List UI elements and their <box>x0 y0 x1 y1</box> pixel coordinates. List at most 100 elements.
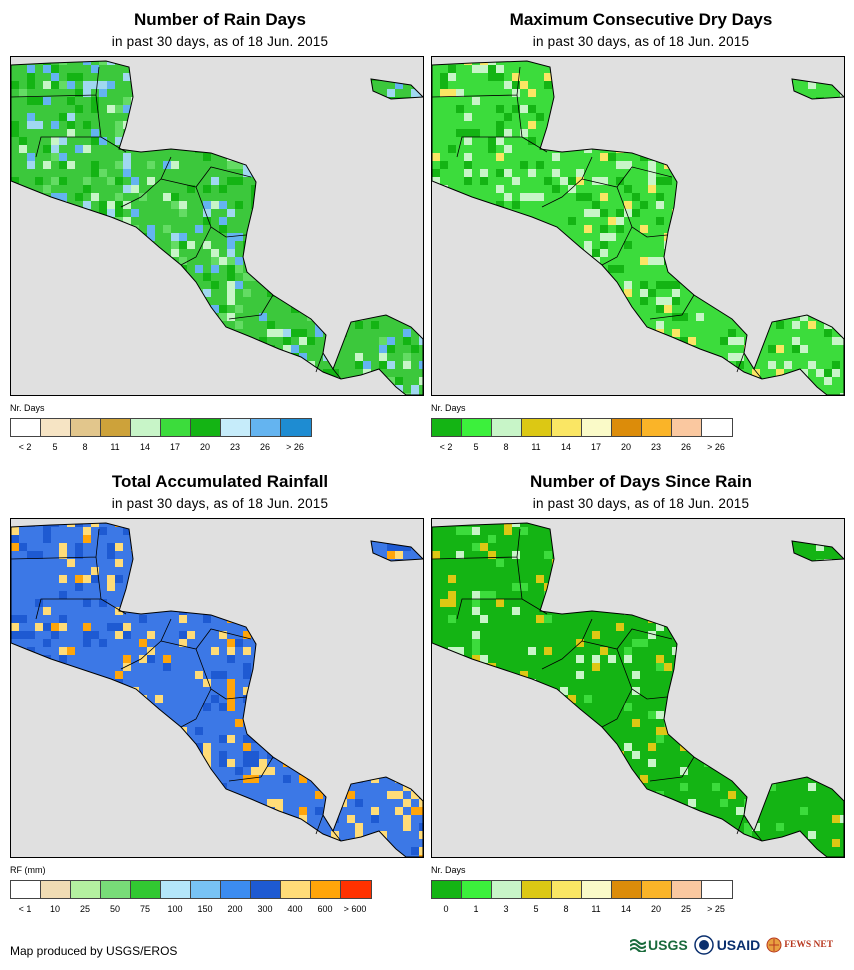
legend-tick-label: < 2 <box>18 442 32 452</box>
legend-swatch <box>251 419 281 436</box>
legend-tick-label: 26 <box>680 442 692 452</box>
legend-tick-label: 14 <box>560 442 572 452</box>
legend-tick-label: 5 <box>473 442 479 452</box>
legend-tick-label: 5 <box>533 904 539 914</box>
agency-logos: USGS USAID FEWS NET <box>630 930 848 960</box>
panel-max-dry-days: Maximum Consecutive Dry Days in past 30 … <box>431 10 851 480</box>
coastline <box>432 522 844 857</box>
legend-swatch <box>672 419 702 436</box>
legend-tick-label: 3 <box>503 904 509 914</box>
country-borders <box>11 528 342 842</box>
country-borders <box>11 66 342 380</box>
legend-swatch <box>41 881 71 898</box>
legend-tick-label: 11 <box>591 904 601 914</box>
legend-swatch <box>221 419 251 436</box>
legend-swatch <box>71 881 101 898</box>
panel-days-since-rain: Number of Days Since Rain in past 30 day… <box>431 472 851 942</box>
legend-tick-label: 400 <box>287 904 303 914</box>
legend-ticks: < 2 5 8 11 14 17 20 23 26 > 26 <box>431 442 771 454</box>
legend-tick-label: 20 <box>650 904 662 914</box>
legend-tick-label: 200 <box>227 904 243 914</box>
color-legend <box>10 880 372 899</box>
legend-swatch <box>492 881 522 898</box>
legend-swatch <box>702 419 732 436</box>
legend-tick-label: 23 <box>650 442 662 452</box>
legend-tick-label: 17 <box>590 442 602 452</box>
legend-swatch <box>612 419 642 436</box>
panel-subtitle: in past 30 days, as of 18 Jun. 2015 <box>111 34 329 49</box>
legend-swatch <box>462 419 492 436</box>
panel-title: Total Accumulated Rainfall <box>111 472 329 491</box>
legend-swatch <box>612 881 642 898</box>
legend-swatch <box>281 881 311 898</box>
legend-swatch <box>522 419 552 436</box>
map-max-dry-days[interactable] <box>431 56 845 396</box>
legend-swatch <box>131 881 161 898</box>
legend-swatch <box>101 881 131 898</box>
map-canvas <box>11 60 423 395</box>
legend-tick-label: 8 <box>503 442 509 452</box>
data-grid <box>11 61 423 395</box>
panel-title: Number of Days Since Rain <box>529 472 752 491</box>
legend-tick-label: 17 <box>169 442 181 452</box>
panel-rain-days: Number of Rain Days in past 30 days, as … <box>10 10 430 480</box>
legend-swatch <box>281 419 311 436</box>
legend-swatch <box>221 881 251 898</box>
legend-tick-label: 600 <box>317 904 333 914</box>
legend-swatch <box>672 881 702 898</box>
legend-unit: Nr. Days <box>431 865 466 875</box>
legend-unit: RF (mm) <box>10 865 46 875</box>
legend-swatch <box>131 419 161 436</box>
usaid-seal-icon <box>693 935 714 955</box>
map-canvas <box>432 522 844 857</box>
legend-swatch <box>522 881 552 898</box>
legend-swatch <box>642 419 672 436</box>
fews-net-globe-icon <box>766 937 782 953</box>
legend-tick-label: 25 <box>79 904 91 914</box>
legend-tick-label: 1 <box>473 904 479 914</box>
panel-subtitle: in past 30 days, as of 18 Jun. 2015 <box>532 34 750 49</box>
panel-title: Number of Rain Days <box>134 10 306 29</box>
legend-tick-label: 8 <box>563 904 569 914</box>
legend-swatch <box>161 419 191 436</box>
country-borders <box>432 66 763 380</box>
legend-tick-label: 75 <box>139 904 151 914</box>
legend-swatch <box>642 881 672 898</box>
legend-tick-label: 25 <box>680 904 692 914</box>
legend-unit: Nr. Days <box>431 403 466 413</box>
map-total-rainfall[interactable] <box>10 518 424 858</box>
legend-tick-label: < 2 <box>439 442 453 452</box>
legend-tick-label: 10 <box>49 904 61 914</box>
legend-swatch <box>41 419 71 436</box>
color-legend <box>10 418 312 437</box>
legend-tick-label: 14 <box>620 904 632 914</box>
data-grid <box>432 523 844 857</box>
legend-tick-label: 14 <box>139 442 151 452</box>
legend-tick-label: > 600 <box>343 904 367 914</box>
panel-title: Maximum Consecutive Dry Days <box>509 10 773 29</box>
legend-tick-label: < 1 <box>18 904 32 914</box>
legend-tick-label: 0 <box>443 904 449 914</box>
legend-tick-label: > 26 <box>707 442 725 452</box>
legend-swatch <box>432 881 462 898</box>
legend-tick-label: 50 <box>109 904 121 914</box>
legend-tick-label: 11 <box>110 442 120 452</box>
legend-swatch <box>251 881 281 898</box>
legend-tick-label: 20 <box>620 442 632 452</box>
legend-tick-label: 300 <box>257 904 273 914</box>
map-rain-days[interactable] <box>10 56 424 396</box>
legend-swatch <box>432 419 462 436</box>
map-days-since-rain[interactable] <box>431 518 845 858</box>
legend-swatch <box>582 419 612 436</box>
panel-total-rainfall: Total Accumulated Rainfall in past 30 da… <box>10 472 430 942</box>
coastline <box>11 522 423 857</box>
legend-swatch <box>191 881 221 898</box>
legend-tick-label: > 26 <box>286 442 304 452</box>
legend-swatch <box>492 419 522 436</box>
map-credit: Map produced by USGS/EROS <box>10 944 178 958</box>
country-borders <box>432 528 763 842</box>
legend-swatch <box>702 881 732 898</box>
legend-swatch <box>191 419 221 436</box>
legend-tick-label: 5 <box>52 442 58 452</box>
legend-ticks: < 2 5 8 11 14 17 20 23 26 > 26 <box>10 442 350 454</box>
